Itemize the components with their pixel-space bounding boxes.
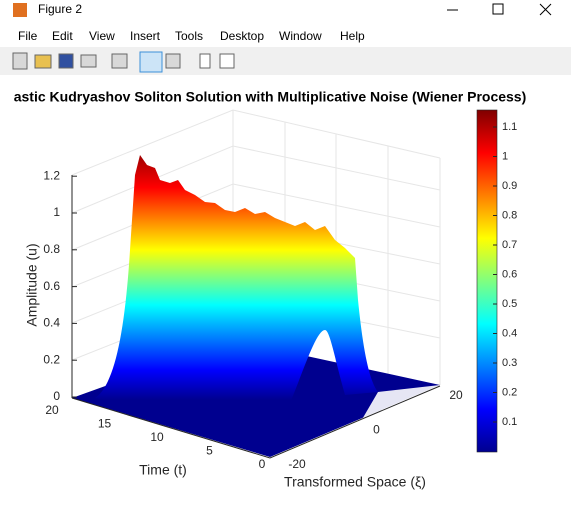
colorbar-tick-label: 0.7 [502,239,517,251]
z-tick-label: 1 [53,205,60,219]
menu-item[interactable]: Insert [130,29,161,43]
menu-item[interactable]: View [89,29,115,43]
new-icon[interactable] [12,52,28,70]
colorbar-tick-label: 0.2 [502,386,517,398]
close[interactable] [539,3,552,16]
x-tick-label: 15 [98,417,112,431]
z-tick-label: 0.6 [43,279,60,293]
open-icon[interactable] [34,54,52,69]
z-tick-label: 0.2 [43,352,60,366]
menu-item[interactable]: File [18,29,38,43]
colorbar-tick-label: 1.1 [502,121,517,133]
plot-title: astic Kudryashov Soliton Solution with M… [14,89,527,105]
y-tick-label: 0 [373,423,380,437]
colorbar-tick-label: 0.6 [502,268,517,280]
menu-item[interactable]: Window [279,29,322,43]
colorbar-tick-label: 0.1 [502,416,517,428]
menu-item[interactable]: Edit [52,29,73,43]
browser-icon[interactable] [219,53,235,69]
maximize[interactable] [492,3,504,15]
surface [95,155,378,440]
pointer-icon[interactable] [199,53,211,69]
app-icon [13,3,27,17]
z-tick-label: 0.4 [43,316,60,330]
x-label: Time (t) [139,462,187,478]
z-tick-label: 0 [53,389,60,403]
y-tick-label: 20 [449,388,463,402]
colorbar [476,109,498,453]
print-icon[interactable] [80,54,97,68]
x-tick-label: 5 [206,444,213,458]
link-icon[interactable] [111,53,128,69]
window-title: Figure 2 [38,2,82,16]
menu-item[interactable]: Desktop [220,29,264,43]
menu-item[interactable]: Tools [175,29,203,43]
menu-item[interactable]: Help [340,29,365,43]
x-tick-label: 10 [150,430,164,444]
y-label: Transformed Space (ξ) [284,474,426,490]
colorbar-tick-label: 0.8 [502,209,517,221]
x-tick-label: 0 [259,457,266,471]
legend-icon[interactable] [165,53,181,69]
colorbar-tick-label: 0.9 [502,180,517,192]
colorbar-tick-label: 0.3 [502,357,517,369]
z-label: Amplitude (u) [24,243,40,326]
colorbar-icon[interactable] [139,51,163,73]
title-bar [0,0,571,22]
y-tick-label: -20 [288,457,306,471]
colorbar-tick-label: 1 [502,150,508,162]
colorbar-tick-label: 0.4 [502,327,517,339]
toolbar-icons [12,51,235,73]
menu-bar [0,25,571,47]
save-icon[interactable] [58,53,74,69]
surface-edge [350,385,440,440]
z-tick-label: 1.2 [43,168,60,182]
z-tick-label: 0.8 [43,242,60,256]
colorbar-tick-label: 0.5 [502,298,517,310]
x-tick-label: 20 [45,403,59,417]
